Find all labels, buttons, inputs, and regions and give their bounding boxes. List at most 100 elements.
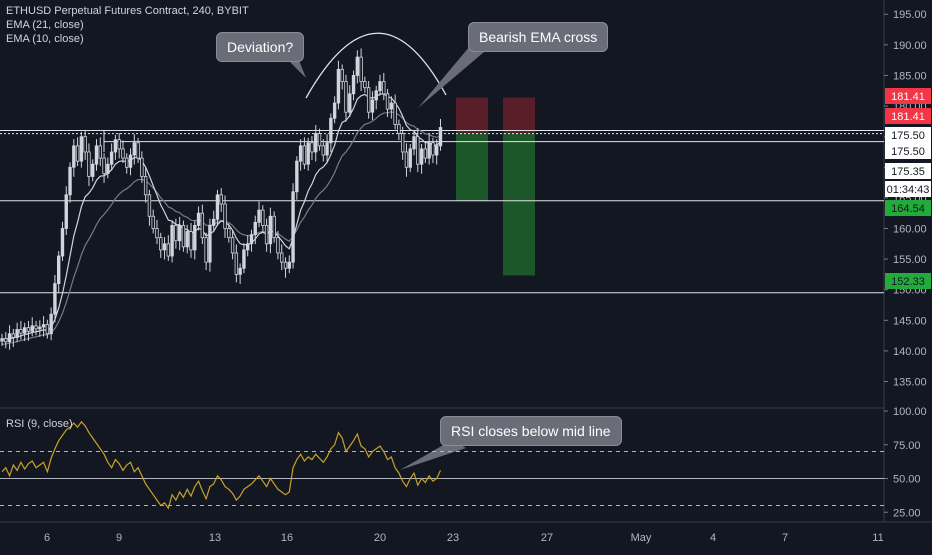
rsi-tick-label: 75.00 bbox=[893, 440, 921, 452]
candle-body bbox=[7, 333, 12, 343]
candle-body bbox=[321, 145, 325, 156]
candle-body bbox=[234, 252, 239, 275]
candle-body bbox=[423, 148, 428, 159]
candle-body bbox=[272, 215, 276, 239]
candle-body bbox=[219, 194, 223, 205]
candle-body bbox=[230, 237, 235, 254]
price-tick-label: 195.00 bbox=[893, 9, 927, 21]
price-label-text: 01:34:43 bbox=[887, 184, 930, 196]
candle-body bbox=[382, 81, 386, 95]
candle-body bbox=[287, 261, 291, 269]
candle-body bbox=[143, 176, 148, 196]
price-label-box bbox=[885, 88, 931, 104]
candle-body bbox=[332, 102, 337, 119]
candle-body bbox=[340, 68, 344, 82]
candle-body bbox=[0, 338, 4, 342]
candle-body bbox=[30, 325, 34, 332]
candle-body bbox=[336, 68, 341, 104]
candle-body bbox=[314, 133, 318, 153]
candle-body bbox=[283, 261, 288, 269]
ema10-legend[interactable]: EMA (10, close) bbox=[6, 33, 84, 45]
short-stop-zone bbox=[456, 97, 488, 134]
candle-body bbox=[249, 234, 254, 245]
candle-body bbox=[60, 228, 65, 257]
deviation-callout[interactable]: Deviation? bbox=[216, 32, 305, 62]
time-axis-label: 6 bbox=[44, 532, 50, 544]
candle-body bbox=[132, 142, 136, 156]
short-target-zone bbox=[456, 133, 488, 201]
price-label-box bbox=[885, 181, 931, 197]
candle-body bbox=[121, 148, 125, 159]
candle-body bbox=[159, 237, 163, 251]
candle-body bbox=[329, 117, 333, 144]
rsi-tick-label: 100.00 bbox=[893, 406, 927, 418]
price-label-text: 175.50 bbox=[891, 146, 925, 158]
price-label-box bbox=[885, 127, 931, 143]
candle-body bbox=[185, 231, 189, 248]
candle-body bbox=[404, 151, 409, 168]
time-axis-label: May bbox=[631, 532, 652, 544]
rsi-midline-callout[interactable]: RSI closes below mid line bbox=[440, 416, 622, 446]
rsi-line bbox=[1, 420, 442, 510]
candle-body bbox=[102, 157, 106, 174]
candle-body bbox=[125, 157, 129, 168]
candle-body bbox=[378, 81, 382, 92]
candle-body bbox=[306, 142, 310, 165]
time-axis-label: 7 bbox=[782, 532, 788, 544]
candle-body bbox=[268, 215, 273, 245]
candle-body bbox=[419, 148, 424, 165]
candle-body bbox=[200, 212, 205, 239]
candle-body bbox=[113, 139, 118, 153]
candle-body bbox=[151, 215, 155, 229]
candle-body bbox=[416, 136, 420, 165]
symbol-title[interactable]: ETHUSD Perpetual Futures Contract, 240, … bbox=[6, 5, 249, 17]
candle-body bbox=[41, 324, 46, 328]
candle-body bbox=[385, 93, 390, 110]
price-label-text: 152.33 bbox=[891, 276, 925, 288]
candle-body bbox=[170, 225, 174, 257]
time-axis-label: 4 bbox=[710, 532, 716, 544]
candle-body bbox=[109, 151, 114, 165]
candle-body bbox=[344, 81, 348, 113]
candle-body bbox=[34, 325, 38, 330]
candle-body bbox=[140, 157, 144, 177]
candle-body bbox=[91, 163, 95, 177]
time-axis-label: 27 bbox=[541, 532, 553, 544]
candle-body bbox=[264, 225, 269, 245]
candle-body bbox=[427, 142, 431, 159]
candle-body bbox=[310, 142, 314, 153]
chart-legend: ETHUSD Perpetual Futures Contract, 240, … bbox=[6, 4, 249, 46]
price-label-text: 175.35 bbox=[891, 166, 925, 178]
candle-body bbox=[366, 87, 371, 113]
rsi-legend[interactable]: RSI (9, close) bbox=[6, 418, 73, 430]
ema21-legend[interactable]: EMA (21, close) bbox=[6, 19, 84, 31]
candle-body bbox=[162, 243, 167, 251]
price-tick-label: 135.00 bbox=[893, 377, 927, 389]
price-label-box bbox=[885, 163, 931, 179]
candle-body bbox=[106, 163, 110, 174]
candle-body bbox=[431, 142, 435, 156]
candle-body bbox=[317, 133, 322, 147]
candle-body bbox=[128, 154, 133, 168]
candle-body bbox=[79, 136, 84, 162]
candle-body bbox=[68, 166, 72, 196]
candle-body bbox=[98, 145, 102, 159]
candle-body bbox=[238, 267, 242, 275]
candle-body bbox=[215, 194, 220, 220]
price-label-text: 175.50 bbox=[891, 130, 925, 142]
candle-body bbox=[253, 221, 257, 236]
candle-body bbox=[397, 124, 401, 135]
price-label-text: 181.41 bbox=[891, 111, 925, 123]
candle-body bbox=[155, 228, 159, 239]
bearish-ema-cross-callout[interactable]: Bearish EMA cross bbox=[468, 22, 609, 52]
candle-body bbox=[325, 142, 329, 156]
rsi-tick-label: 25.00 bbox=[893, 507, 921, 519]
deviation-callout-pointer bbox=[288, 58, 306, 78]
candle-body bbox=[57, 255, 61, 284]
price-label-box bbox=[885, 143, 931, 159]
time-axis-label: 11 bbox=[872, 532, 883, 544]
candle-body bbox=[211, 218, 216, 226]
candle-body bbox=[189, 231, 193, 251]
candle-body bbox=[363, 81, 367, 89]
